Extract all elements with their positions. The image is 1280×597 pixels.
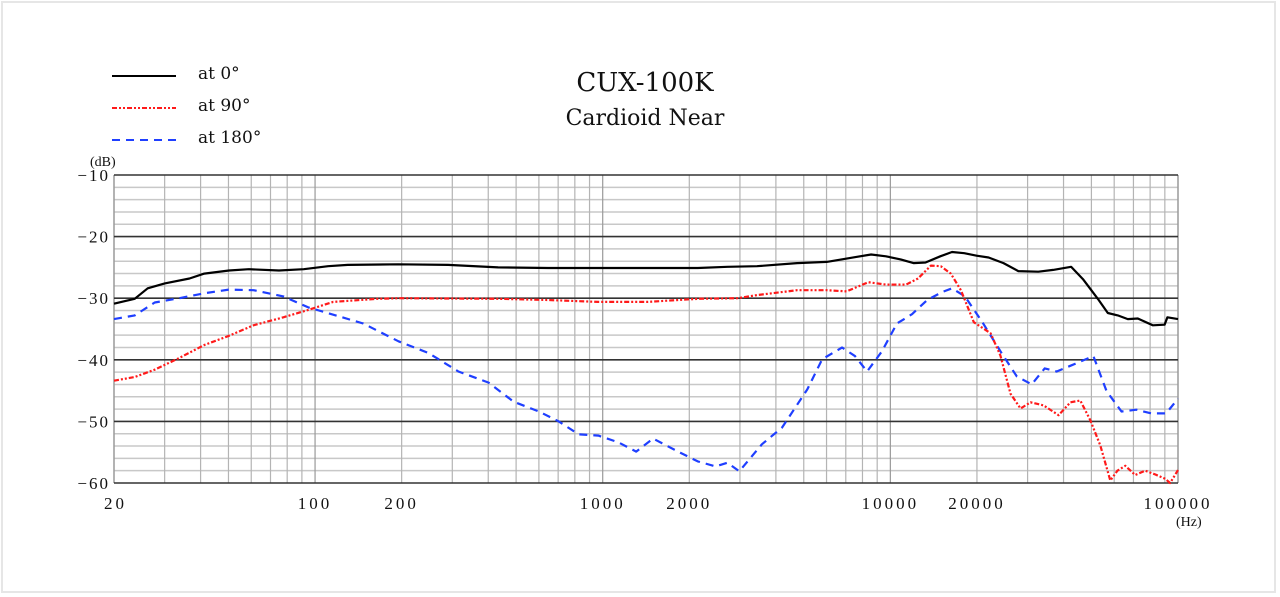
x-tick-label: 1000	[580, 494, 626, 513]
series-at-90deg-line	[113, 264, 1179, 485]
grid-major	[113, 174, 1179, 484]
y-tick-label: −20	[77, 228, 110, 247]
legend-label: at 90°	[198, 96, 251, 116]
x-axis-unit: (Hz)	[1176, 515, 1202, 530]
legend-item-0deg: at 0°	[112, 64, 312, 86]
series-at-0deg-line	[113, 250, 1179, 327]
x-tick-label: 10000	[862, 494, 920, 513]
y-tick-label: −10	[77, 166, 110, 185]
x-tick-label: 2000	[666, 494, 712, 513]
series-lines	[113, 250, 1179, 485]
legend-label: at 180°	[198, 128, 262, 148]
series-at-180deg-line	[113, 287, 1179, 473]
legend-line-dashdot-icon	[112, 107, 176, 109]
grid-minor	[114, 175, 1178, 483]
y-tick-label: −60	[77, 474, 110, 493]
y-axis-unit: (dB)	[90, 155, 116, 170]
x-tick-label: 100000	[1144, 494, 1213, 513]
legend-line-solid-icon	[112, 75, 176, 77]
x-tick-label: 200	[384, 494, 419, 513]
legend-item-180deg: at 180°	[112, 128, 312, 150]
x-tick-label: 20000	[948, 494, 1006, 513]
legend-item-90deg: at 90°	[112, 96, 312, 118]
chart-subtitle: Cardioid Near	[565, 106, 725, 131]
y-tick-label: −30	[77, 289, 110, 308]
y-tick-label: −40	[77, 351, 110, 370]
chart-title: CUX-100K	[576, 68, 714, 98]
legend-label: at 0°	[198, 64, 240, 84]
legend-line-dashed-icon	[112, 139, 176, 141]
x-tick-label: 20	[104, 494, 127, 513]
y-tick-label: −50	[77, 412, 110, 431]
x-tick-label: 100	[298, 494, 333, 513]
